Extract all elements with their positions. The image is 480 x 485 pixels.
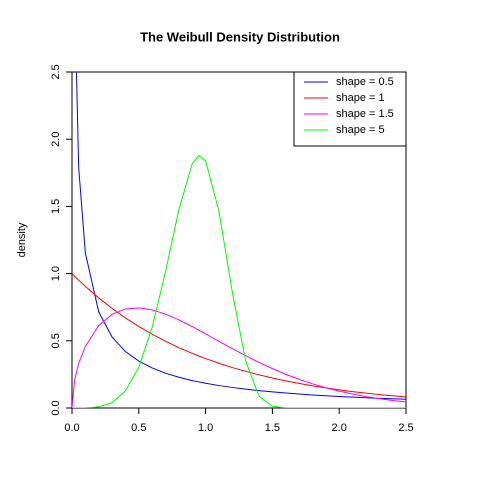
x-tick-label: 2.0 (332, 422, 347, 434)
x-tick-label: 0.5 (131, 422, 146, 434)
legend-label: shape = 1.5 (336, 108, 394, 120)
x-tick-label: 0.0 (64, 422, 79, 434)
y-tick-label: 0.0 (50, 400, 62, 415)
x-tick-label: 1.0 (198, 422, 213, 434)
legend-label: shape = 0.5 (336, 76, 394, 88)
legend-label: shape = 5 (336, 124, 385, 136)
y-tick-label: 2.0 (50, 132, 62, 147)
series-line (75, 72, 406, 400)
series-line (72, 154, 406, 408)
series-line (72, 307, 406, 408)
y-tick-label: 0.5 (50, 333, 62, 348)
series-line (72, 273, 406, 398)
legend-box (293, 71, 407, 147)
chart-title: The Weibull Density Distribution (140, 29, 340, 44)
y-tick-label: 1.5 (50, 199, 62, 214)
y-tick-label: 2.5 (50, 64, 62, 79)
legend-label: shape = 1 (336, 92, 385, 104)
x-tick-label: 2.5 (398, 422, 413, 434)
x-tick-label: 1.5 (265, 422, 280, 434)
y-tick-label: 1.0 (50, 266, 62, 281)
plot-frame (71, 71, 407, 409)
plot-area (72, 72, 406, 408)
y-axis-label: density (16, 222, 28, 257)
